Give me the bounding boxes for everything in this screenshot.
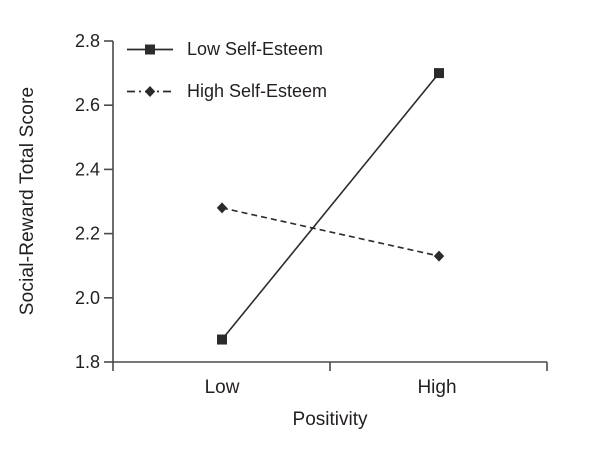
legend: Low Self-Esteem High Self-Esteem bbox=[127, 28, 327, 112]
svg-text:2.2: 2.2 bbox=[75, 224, 100, 244]
x-tick-label-high: High bbox=[417, 377, 457, 398]
y-axis-title: Social-Reward Total Score bbox=[17, 86, 38, 316]
svg-text:2.4: 2.4 bbox=[75, 159, 100, 179]
svg-text:2.8: 2.8 bbox=[75, 31, 100, 51]
legend-label: High Self-Esteem bbox=[187, 80, 328, 101]
legend-item-low-self-esteem: Low Self-Esteem bbox=[127, 28, 327, 70]
svg-text:2.0: 2.0 bbox=[75, 288, 100, 308]
x-axis-title: Positivity bbox=[292, 409, 368, 430]
x-tick-label-low: Low bbox=[204, 377, 240, 398]
legend-label: Low Self-Esteem bbox=[187, 38, 324, 59]
legend-dashed-diamond-icon bbox=[127, 85, 173, 97]
legend-solid-square-icon bbox=[127, 44, 173, 54]
svg-text:2.6: 2.6 bbox=[75, 95, 100, 115]
svg-text:1.8: 1.8 bbox=[75, 352, 100, 372]
legend-item-high-self-esteem: High Self-Esteem bbox=[127, 70, 327, 112]
